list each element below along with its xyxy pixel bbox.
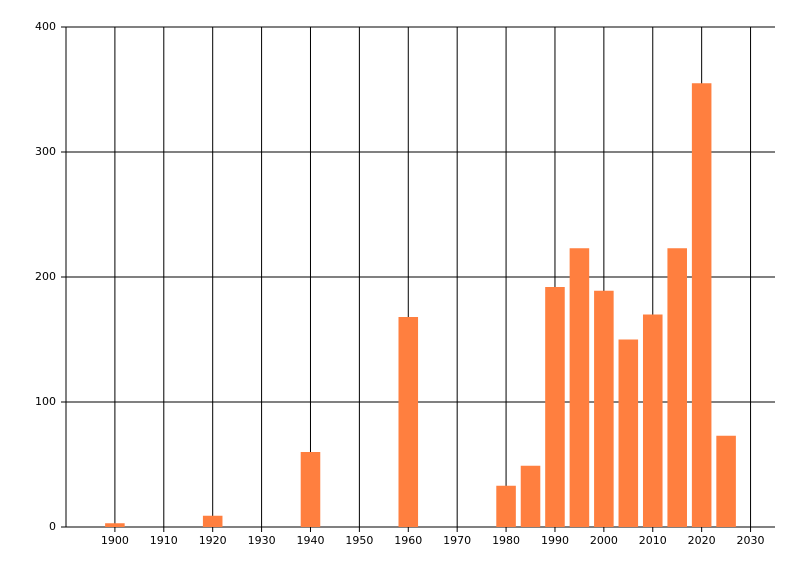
bar: [594, 290, 614, 527]
x-tick-label: 1980: [492, 534, 520, 547]
x-tick-label: 1900: [101, 534, 129, 547]
bar: [202, 515, 223, 527]
bar: [398, 317, 419, 527]
bar: [642, 314, 663, 527]
x-tick-label: 2010: [639, 534, 667, 547]
x-tick-label: 2020: [688, 534, 716, 547]
x-tick-label: 1920: [199, 534, 227, 547]
bar: [618, 339, 639, 527]
x-tick-label: 1940: [296, 534, 324, 547]
y-tick-label: 200: [35, 270, 56, 283]
x-tick-label: 2030: [737, 534, 765, 547]
x-tick-label: 1970: [443, 534, 471, 547]
x-tick-label: 2000: [590, 534, 618, 547]
y-tick-label: 0: [49, 520, 56, 533]
y-tick-label: 100: [35, 395, 56, 408]
x-tick-label: 1950: [345, 534, 373, 547]
bar: [105, 523, 125, 527]
bar: [520, 465, 541, 527]
bar: [545, 287, 565, 527]
bar: [716, 435, 736, 527]
bar: [691, 83, 712, 527]
y-tick-label: 300: [35, 145, 56, 158]
bar: [667, 248, 687, 527]
x-tick-label: 1930: [248, 534, 276, 547]
x-tick-label: 1910: [150, 534, 178, 547]
x-tick-label: 1990: [541, 534, 569, 547]
x-tick-label: 1960: [394, 534, 422, 547]
bar: [496, 485, 516, 527]
bar: [300, 452, 321, 527]
bar: [569, 248, 590, 527]
y-tick-label: 400: [35, 20, 56, 33]
